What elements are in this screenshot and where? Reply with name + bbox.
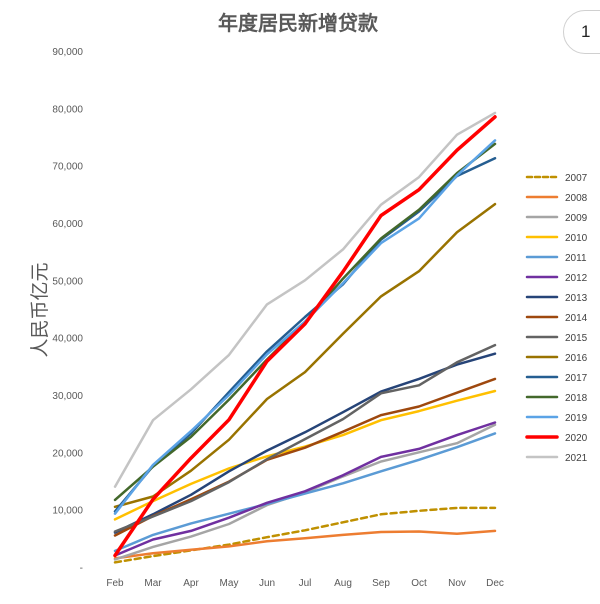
x-tick-label: Feb [106, 578, 124, 589]
page-number-badge[interactable]: 1 [563, 10, 600, 54]
series-line-2008 [113, 529, 497, 560]
y-tick-label: 80,000 [52, 104, 83, 115]
series-line-2016 [113, 202, 497, 509]
x-tick-label: Dec [486, 578, 504, 589]
y-tick-label: - [80, 563, 83, 574]
series-lines [113, 111, 497, 564]
series-line-2020 [113, 115, 497, 558]
x-tick-label: Mar [144, 578, 162, 589]
y-axis-label: 人民币亿元 [29, 262, 51, 357]
legend-label: 2012 [565, 273, 588, 284]
legend-label: 2016 [565, 353, 588, 364]
legend-label: 2018 [565, 393, 588, 404]
legend-label: 2017 [565, 373, 588, 384]
legend-label: 2011 [565, 253, 587, 264]
legend-label: 2008 [565, 193, 588, 204]
legend-label: 2013 [565, 293, 588, 304]
legend-label: 2021 [565, 453, 588, 464]
x-tick-label: Nov [448, 578, 466, 589]
y-tick-label: 40,000 [52, 334, 83, 345]
x-tick-label: Apr [183, 578, 199, 589]
legend-label: 2007 [565, 173, 588, 184]
series-line-2011 [113, 432, 497, 553]
y-tick-label: 60,000 [52, 219, 83, 230]
x-tick-label: Jul [299, 578, 312, 589]
legend-label: 2009 [565, 213, 588, 224]
y-tick-label: 30,000 [52, 391, 83, 402]
legend-label: 2014 [565, 313, 588, 324]
y-tick-label: 70,000 [52, 162, 83, 173]
y-axis-ticks: - 10,000 20,000 30,000 40,000 50,000 60,000 70,… [52, 47, 83, 574]
y-tick-label: 90,000 [52, 47, 83, 58]
legend-label: 2010 [565, 233, 588, 244]
series-line-2021 [113, 111, 497, 488]
legend-label: 2019 [565, 413, 588, 424]
x-tick-label: Sep [372, 578, 390, 589]
legend-label: 2015 [565, 333, 588, 344]
legend: 2007 2008 2009 2010 2011 2012 2013 2014 2015 2016… [525, 173, 588, 464]
x-tick-label: Aug [334, 578, 352, 589]
y-tick-label: 50,000 [52, 276, 83, 287]
series-line-2013 [113, 352, 497, 534]
x-tick-label: Oct [411, 578, 427, 589]
series-line-2017 [113, 156, 497, 513]
series-line-2014 [113, 377, 497, 537]
series-line-2012 [113, 421, 497, 557]
series-line-2015 [113, 343, 497, 533]
x-axis-ticks: Feb Mar Apr May Jun Jul Aug Sep Oct Nov Dec [106, 578, 504, 589]
legend-label: 2020 [565, 433, 588, 444]
y-tick-label: 10,000 [52, 506, 83, 517]
x-tick-label: May [220, 578, 239, 589]
chart-title: 年度居民新增贷款 [218, 11, 379, 35]
y-tick-label: 20,000 [52, 448, 83, 459]
series-line-2007 [113, 506, 497, 564]
x-tick-label: Jun [259, 578, 275, 589]
